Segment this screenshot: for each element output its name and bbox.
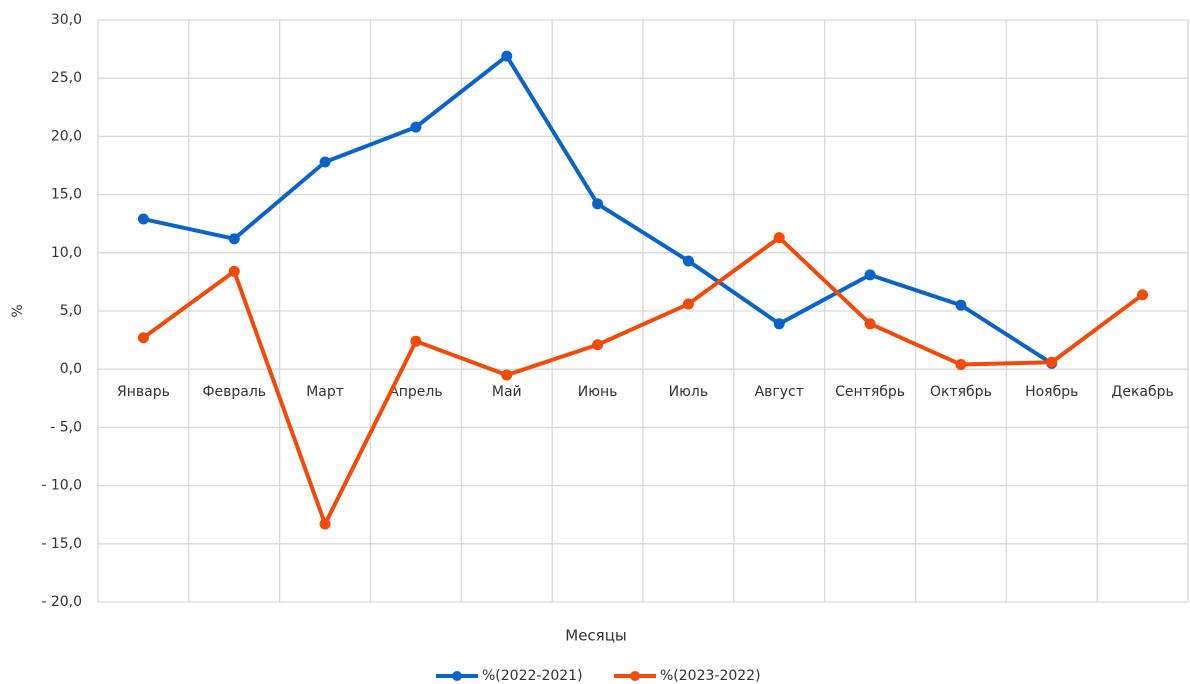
point: [682, 298, 694, 310]
point: [501, 369, 513, 381]
y-tick-label: 5,0: [60, 303, 82, 319]
legend-marker: [452, 671, 462, 681]
x-tick-label: Июнь: [578, 384, 618, 400]
legend-label: %(2023-2022): [660, 668, 761, 684]
x-axis-label: Месяцы: [565, 627, 627, 645]
y-tick-label: 20,0: [51, 128, 82, 144]
y-tick-label: - 5,0: [50, 419, 82, 435]
point: [410, 121, 422, 133]
y-axis-label: %: [10, 304, 26, 317]
point: [955, 299, 967, 311]
point: [864, 318, 876, 330]
point: [501, 50, 513, 62]
point: [410, 335, 422, 347]
point: [773, 232, 785, 244]
point: [319, 156, 331, 168]
x-tick-label: Октябрь: [930, 384, 992, 400]
x-tick-label: Август: [755, 384, 804, 400]
y-tick-label: 30,0: [51, 12, 82, 28]
x-tick-label: Май: [492, 384, 522, 400]
x-tick-label: Ноябрь: [1025, 384, 1078, 400]
y-tick-label: - 15,0: [41, 536, 82, 552]
point: [864, 269, 876, 281]
y-tick-label: 25,0: [51, 70, 82, 86]
y-tick-label: - 20,0: [41, 594, 82, 610]
point: [1137, 289, 1149, 301]
x-tick-label: Февраль: [202, 384, 266, 400]
point: [228, 233, 240, 245]
legend-label: %(2022-2021): [482, 668, 583, 684]
point: [137, 332, 149, 344]
y-tick-label: - 10,0: [41, 478, 82, 494]
x-tick-label: Декабрь: [1111, 384, 1173, 400]
point: [319, 518, 331, 530]
y-tick-label: 10,0: [51, 245, 82, 261]
point: [592, 198, 604, 210]
point: [137, 213, 149, 225]
point: [682, 255, 694, 267]
y-tick-label: 15,0: [51, 187, 82, 203]
point: [592, 339, 604, 351]
point: [773, 318, 785, 330]
legend-marker: [630, 671, 640, 681]
x-tick-label: Сентябрь: [835, 384, 905, 400]
x-tick-label: Апрель: [389, 384, 442, 400]
series-line: [142, 235, 1144, 527]
point: [1046, 356, 1058, 368]
point: [955, 359, 967, 371]
x-tick-label: Январь: [117, 384, 170, 400]
x-tick-label: Март: [306, 384, 344, 400]
x-tick-label: Июль: [669, 384, 708, 400]
y-tick-label: 0,0: [60, 361, 82, 377]
point: [228, 265, 240, 277]
